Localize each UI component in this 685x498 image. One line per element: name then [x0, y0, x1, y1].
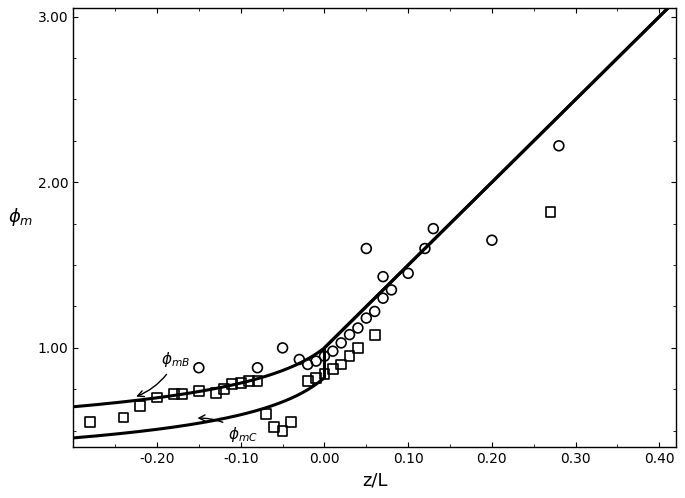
Point [193, 387, 204, 395]
Point [486, 236, 497, 244]
Point [353, 324, 364, 332]
Point [219, 385, 229, 393]
Point [252, 364, 263, 372]
Point [319, 371, 330, 378]
Point [310, 357, 321, 365]
Text: $\phi_{mC}$: $\phi_{mC}$ [199, 415, 258, 444]
Point [193, 364, 204, 372]
Point [353, 344, 364, 352]
Point [344, 331, 355, 339]
Point [403, 269, 414, 277]
Point [428, 225, 439, 233]
Point [545, 208, 556, 216]
Point [294, 356, 305, 364]
Point [286, 418, 297, 426]
Point [336, 339, 347, 347]
Point [227, 380, 238, 388]
Point [235, 378, 246, 386]
Point [336, 361, 347, 369]
Point [369, 307, 380, 315]
Point [553, 142, 564, 150]
Point [277, 344, 288, 352]
Point [84, 418, 95, 426]
Point [377, 294, 388, 302]
Point [319, 352, 330, 360]
Point [369, 331, 380, 339]
Y-axis label: $\phi_m$: $\phi_m$ [8, 206, 34, 228]
Point [302, 377, 313, 385]
Point [327, 366, 338, 374]
Point [386, 286, 397, 294]
Point [361, 245, 372, 252]
Point [310, 374, 321, 381]
Point [260, 410, 271, 418]
Point [169, 390, 179, 398]
Point [377, 273, 388, 281]
Point [327, 347, 338, 355]
Point [135, 402, 146, 410]
Point [252, 377, 263, 385]
Point [419, 245, 430, 252]
X-axis label: z/L: z/L [362, 472, 388, 490]
Point [177, 390, 188, 398]
Point [269, 423, 279, 431]
Text: $\phi_{mB}$: $\phi_{mB}$ [138, 351, 190, 396]
Point [118, 413, 129, 421]
Point [302, 361, 313, 369]
Point [344, 352, 355, 360]
Point [151, 393, 162, 401]
Point [244, 377, 255, 385]
Point [210, 388, 221, 396]
Point [361, 314, 372, 322]
Point [277, 427, 288, 435]
